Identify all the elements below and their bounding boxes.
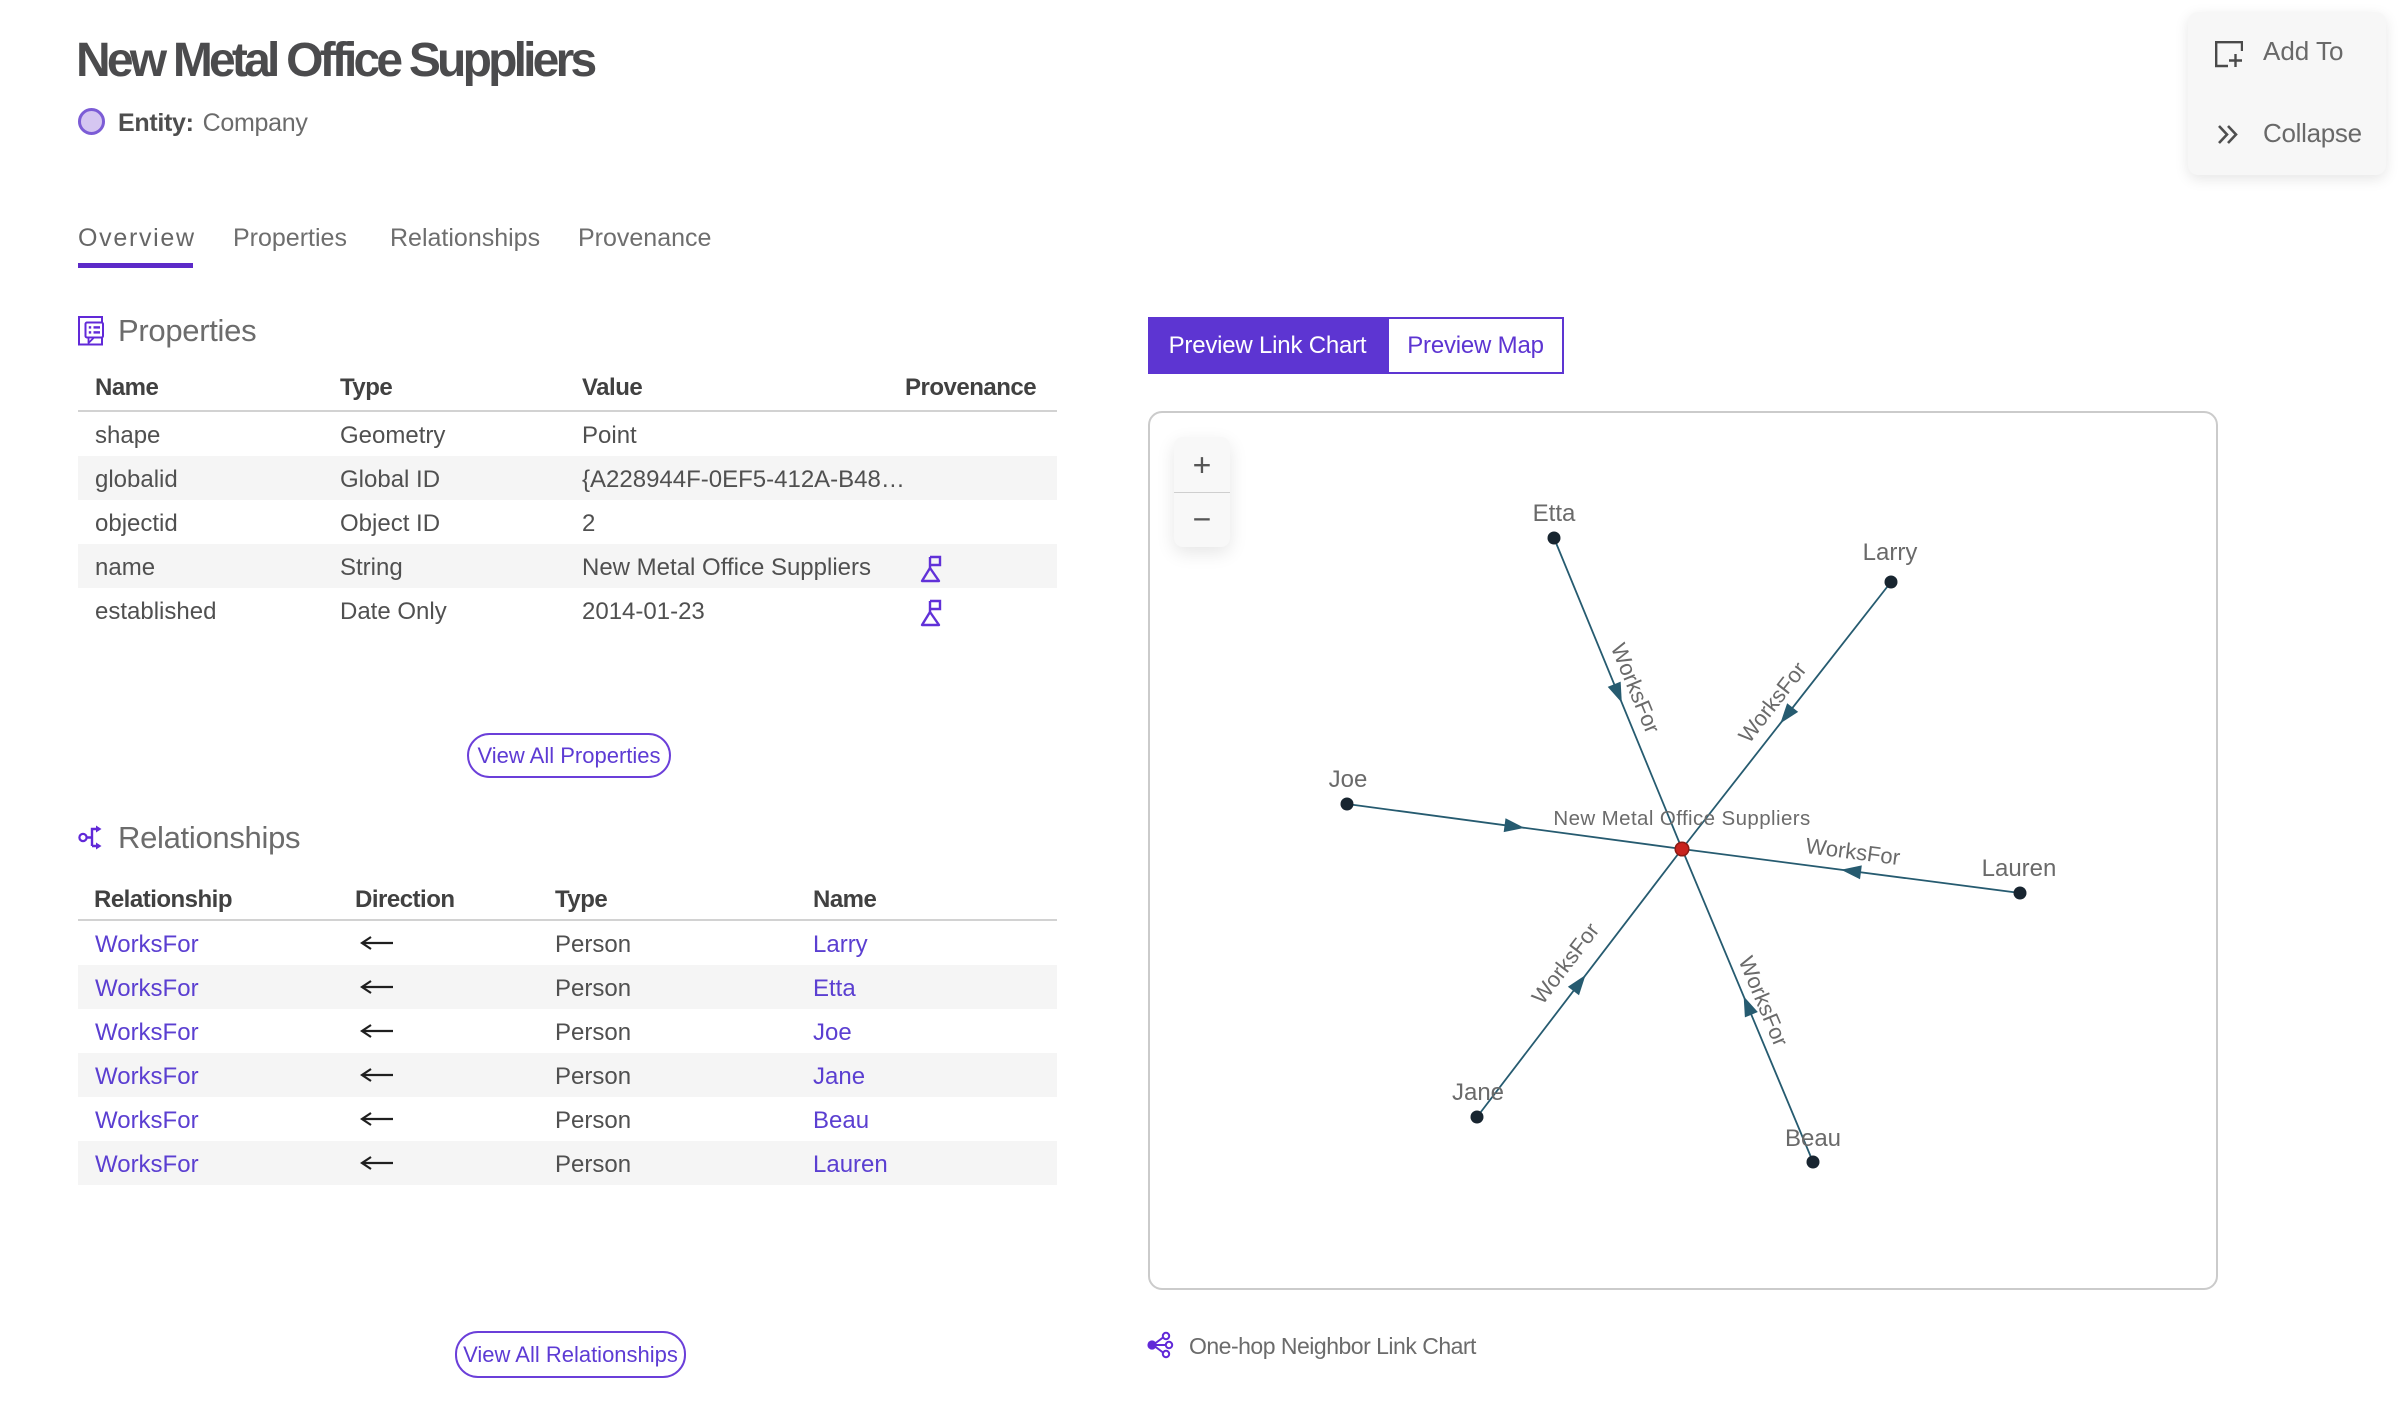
svg-text:Larry: Larry	[1863, 539, 1918, 566]
svg-text:New Metal Office Suppliers: New Metal Office Suppliers	[1553, 807, 1810, 830]
svg-text:WorksFor: WorksFor	[1804, 833, 1901, 870]
svg-text:Lauren: Lauren	[1982, 855, 2057, 882]
svg-text:Beau: Beau	[1785, 1125, 1841, 1152]
svg-text:Joe: Joe	[1329, 766, 1368, 793]
svg-text:WorksFor: WorksFor	[1527, 918, 1605, 1009]
svg-text:Jane: Jane	[1452, 1079, 1504, 1106]
svg-text:Etta: Etta	[1533, 500, 1576, 527]
svg-text:WorksFor: WorksFor	[1734, 953, 1794, 1050]
